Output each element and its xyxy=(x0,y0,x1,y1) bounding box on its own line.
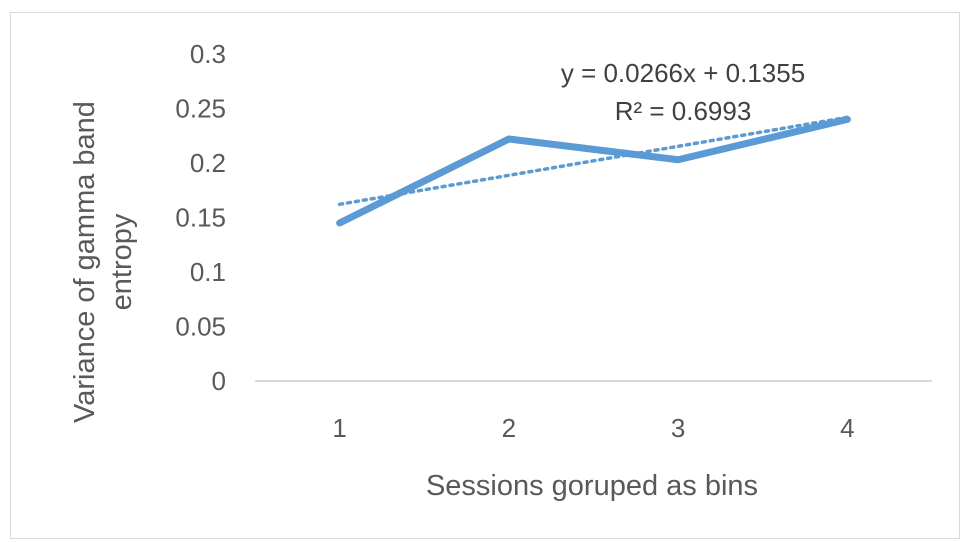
y-tick-label: 0.2 xyxy=(190,148,226,178)
y-tick-label: 0.1 xyxy=(190,257,226,287)
x-tick-label: 2 xyxy=(502,413,516,443)
chart-frame xyxy=(10,12,960,539)
y-axis-title-line-1: Variance of gamma band xyxy=(69,101,101,423)
x-tick-label: 4 xyxy=(840,413,854,443)
trendline-equation: y = 0.0266x + 0.1355 xyxy=(561,58,805,88)
y-tick-label: 0.15 xyxy=(175,203,226,233)
x-tick-labels: 1 2 3 4 xyxy=(332,413,854,443)
y-axis-title-line-2: entropy xyxy=(106,213,138,310)
x-tick-label: 1 xyxy=(332,413,346,443)
y-axis-title: Variance of gamma band entropy xyxy=(69,101,138,423)
y-tick-labels: 0 0.05 0.1 0.15 0.2 0.25 0.3 xyxy=(175,39,226,396)
y-tick-label: 0 xyxy=(212,366,226,396)
trendline xyxy=(337,115,850,207)
x-axis-title: Sessions goruped as bins xyxy=(426,470,758,502)
series-line xyxy=(336,115,851,227)
y-tick-label: 0.25 xyxy=(175,94,226,124)
y-tick-label: 0.05 xyxy=(175,312,226,342)
y-tick-label: 0.3 xyxy=(190,39,226,69)
trendline-r-squared: R² = 0.6993 xyxy=(615,96,752,126)
x-tick-label: 3 xyxy=(671,413,685,443)
